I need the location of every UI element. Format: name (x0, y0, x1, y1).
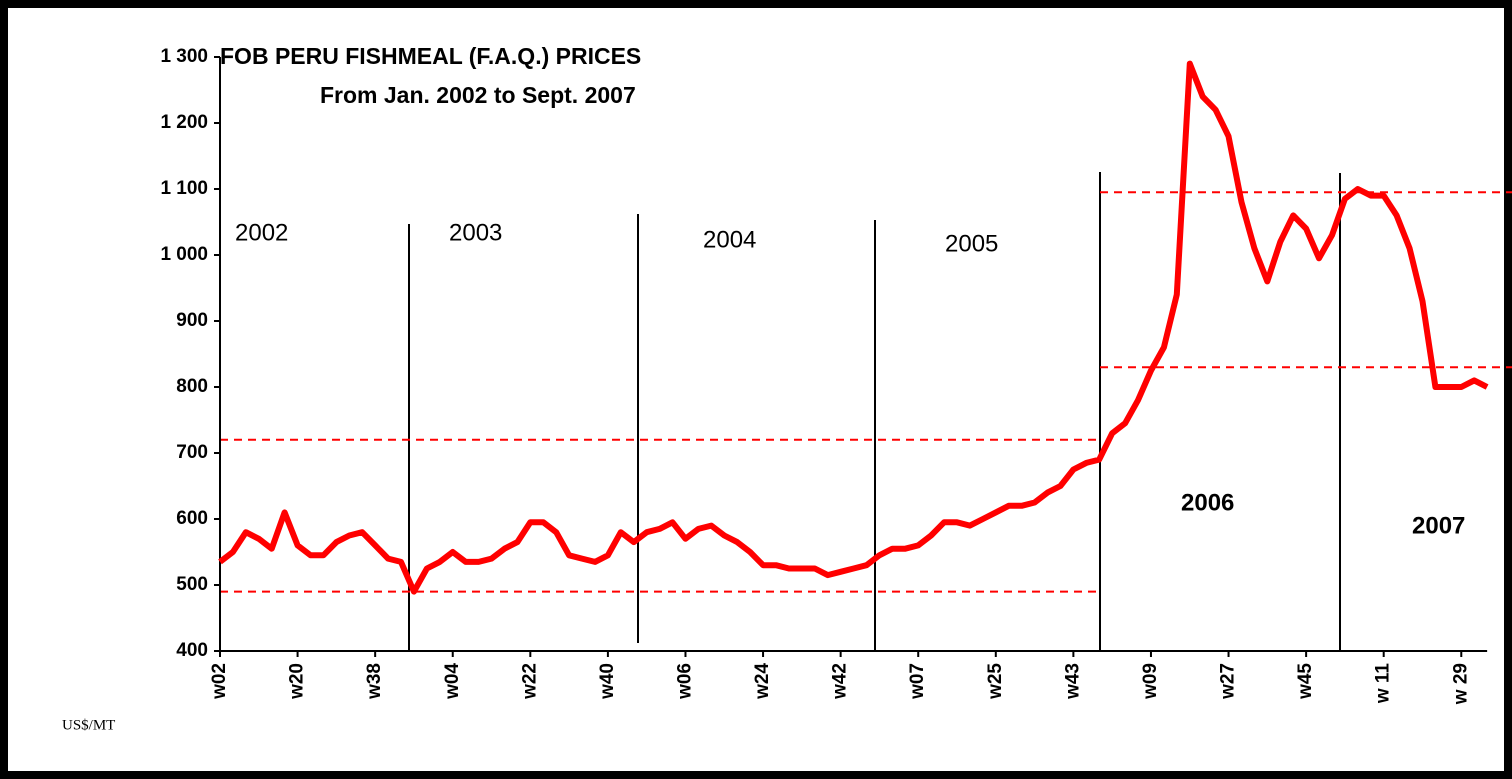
y-tick-label: 800 (176, 376, 208, 397)
year-label: 2005 (945, 230, 998, 257)
x-tick-label: w 29 (1450, 663, 1471, 705)
chart-subtitle: From Jan. 2002 to Sept. 2007 (320, 82, 636, 108)
x-tick-label: w04 (442, 663, 463, 700)
y-axis-label: US$/MT (62, 717, 115, 733)
year-label: 2002 (235, 219, 288, 246)
x-tick-label: w24 (752, 663, 773, 700)
x-tick-label: w02 (209, 663, 230, 700)
y-tick-label: 1 300 (160, 46, 208, 67)
y-tick-label: 1 100 (160, 178, 208, 199)
x-tick-label: w09 (1140, 663, 1161, 700)
year-label: 2004 (703, 226, 756, 253)
x-tick-label: w27 (1218, 663, 1239, 700)
x-tick-label: w20 (287, 663, 308, 700)
y-tick-label: 400 (176, 640, 208, 661)
x-tick-label: w07 (907, 663, 928, 700)
x-tick-label: w45 (1295, 663, 1316, 700)
y-tick-label: 500 (176, 574, 208, 595)
x-tick-label: w43 (1062, 663, 1083, 700)
y-tick-label: 700 (176, 442, 208, 463)
year-label: 2006 (1181, 489, 1234, 516)
x-tick-label: w 11 (1373, 663, 1394, 705)
y-tick-label: 1 000 (160, 244, 208, 265)
x-tick-label: w40 (597, 663, 618, 700)
price-line (218, 60, 1489, 595)
x-tick-label: w42 (830, 663, 851, 700)
chart-title: FOB PERU FISHMEAL (F.A.Q.) PRICES (220, 43, 641, 69)
year-label: 2007 (1412, 512, 1465, 539)
x-tick-label: w22 (519, 663, 540, 700)
y-tick-label: 600 (176, 508, 208, 529)
x-tick-label: w38 (364, 663, 385, 700)
year-label: 2003 (449, 219, 502, 246)
y-tick-label: 1 200 (160, 112, 208, 133)
year-separators (408, 172, 1341, 651)
x-tick-label: w25 (985, 663, 1006, 700)
x-tick-label: w06 (674, 663, 695, 700)
y-tick-label: 900 (176, 310, 208, 331)
